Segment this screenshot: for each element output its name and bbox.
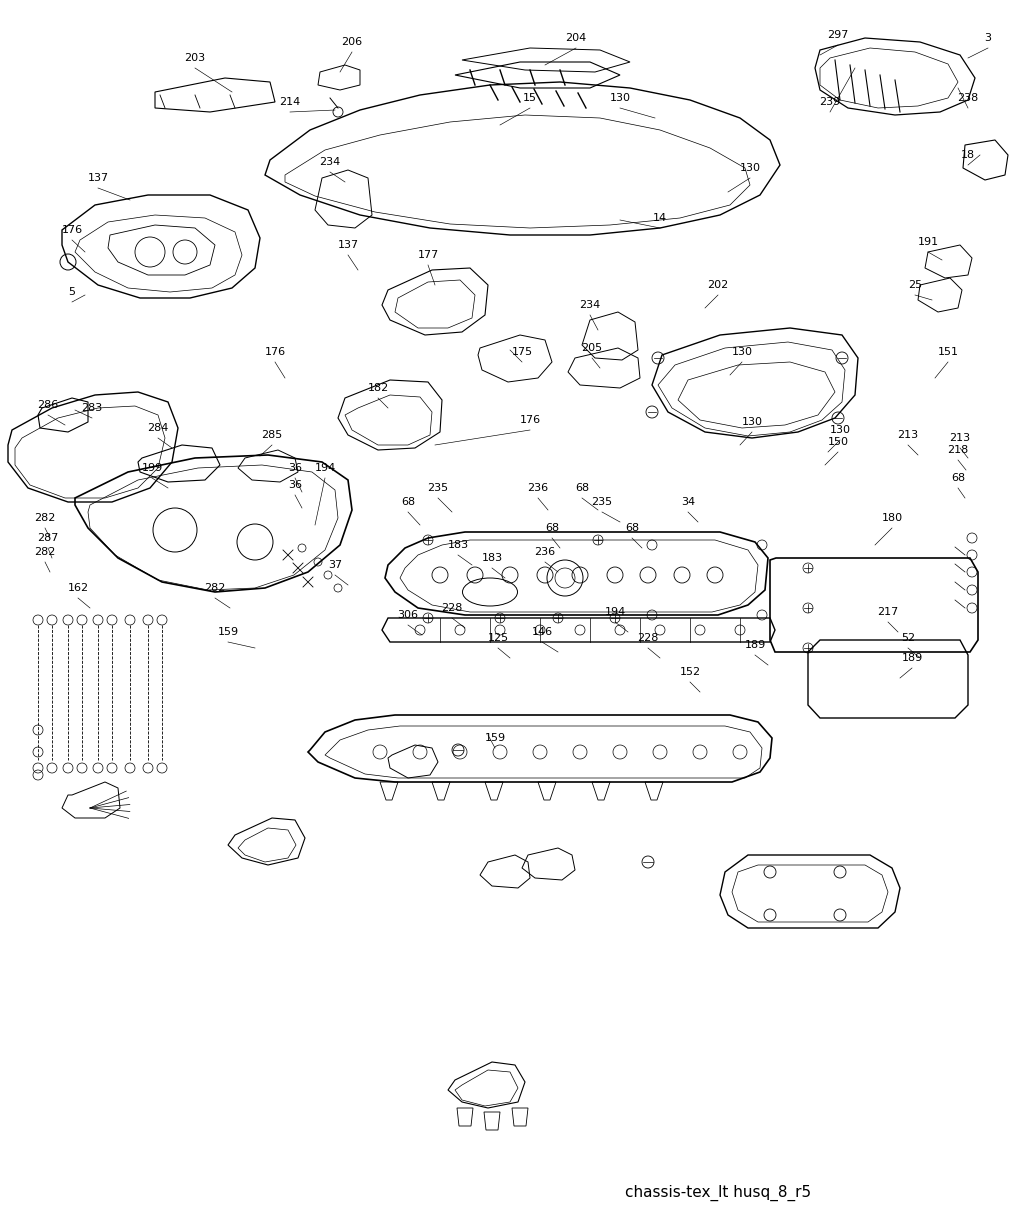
Text: 236: 236 <box>527 483 549 493</box>
Text: 238: 238 <box>957 93 979 103</box>
Text: 34: 34 <box>681 497 695 508</box>
Text: 25: 25 <box>908 280 922 291</box>
Text: 282: 282 <box>35 512 55 524</box>
Text: 205: 205 <box>582 343 602 353</box>
Text: 130: 130 <box>609 93 631 103</box>
Text: 5: 5 <box>69 287 76 297</box>
Text: 213: 213 <box>897 430 919 440</box>
Text: 176: 176 <box>519 414 541 425</box>
Text: 306: 306 <box>397 611 419 620</box>
Text: 162: 162 <box>68 584 88 593</box>
Text: 68: 68 <box>545 524 559 533</box>
Text: 285: 285 <box>261 430 283 440</box>
Text: 36: 36 <box>288 481 302 490</box>
Text: 189: 189 <box>901 653 923 663</box>
Text: 282: 282 <box>205 584 225 593</box>
Text: 125: 125 <box>487 633 509 642</box>
Text: 151: 151 <box>938 347 958 357</box>
Text: 176: 176 <box>61 226 83 235</box>
Text: 213: 213 <box>949 433 971 443</box>
Text: 189: 189 <box>744 640 766 650</box>
Text: 3: 3 <box>984 33 991 43</box>
Text: 228: 228 <box>441 603 463 613</box>
Text: 18: 18 <box>961 150 975 161</box>
Text: 218: 218 <box>947 445 969 455</box>
Text: 130: 130 <box>741 417 763 427</box>
Text: 234: 234 <box>319 157 341 167</box>
Text: 137: 137 <box>338 240 358 250</box>
Text: 194: 194 <box>604 607 626 617</box>
Text: 202: 202 <box>708 280 729 291</box>
Text: 183: 183 <box>481 553 503 563</box>
Text: 159: 159 <box>217 626 239 638</box>
Text: 235: 235 <box>427 483 449 493</box>
Text: 287: 287 <box>37 533 58 543</box>
Text: 130: 130 <box>731 347 753 357</box>
Text: 15: 15 <box>523 93 537 103</box>
Text: 239: 239 <box>819 97 841 107</box>
Text: 52: 52 <box>901 633 915 642</box>
Text: 37: 37 <box>328 560 342 570</box>
Text: 175: 175 <box>511 347 532 357</box>
Text: 176: 176 <box>264 347 286 357</box>
Text: 146: 146 <box>531 626 553 638</box>
Text: 206: 206 <box>341 37 362 47</box>
Text: 194: 194 <box>314 463 336 473</box>
Text: 152: 152 <box>680 667 700 677</box>
Text: 159: 159 <box>484 733 506 743</box>
Text: 137: 137 <box>87 173 109 183</box>
Text: 130: 130 <box>829 425 851 435</box>
Text: 183: 183 <box>447 539 469 550</box>
Text: 199: 199 <box>141 463 163 473</box>
Text: 284: 284 <box>147 423 169 433</box>
Text: 286: 286 <box>37 400 58 409</box>
Text: 180: 180 <box>882 512 902 524</box>
Text: 283: 283 <box>81 403 102 413</box>
Text: 14: 14 <box>653 213 667 223</box>
Text: 228: 228 <box>637 633 658 642</box>
Text: 297: 297 <box>827 29 849 40</box>
Text: 204: 204 <box>565 33 587 43</box>
Text: 177: 177 <box>418 250 438 260</box>
Text: 68: 68 <box>625 524 639 533</box>
Text: 235: 235 <box>592 497 612 508</box>
Text: 203: 203 <box>184 53 206 63</box>
Text: chassis-tex_lt husq_8_r5: chassis-tex_lt husq_8_r5 <box>625 1184 811 1201</box>
Text: 150: 150 <box>827 436 849 447</box>
Text: 68: 68 <box>401 497 415 508</box>
Text: 217: 217 <box>878 607 899 617</box>
Text: 191: 191 <box>918 237 939 246</box>
Text: 182: 182 <box>368 383 389 394</box>
Text: 68: 68 <box>574 483 589 493</box>
Text: 214: 214 <box>280 97 301 107</box>
Text: 282: 282 <box>35 547 55 557</box>
Text: 236: 236 <box>535 547 556 557</box>
Text: 68: 68 <box>951 473 965 483</box>
Text: 234: 234 <box>580 300 601 310</box>
Text: 36: 36 <box>288 463 302 473</box>
Text: 130: 130 <box>739 163 761 173</box>
